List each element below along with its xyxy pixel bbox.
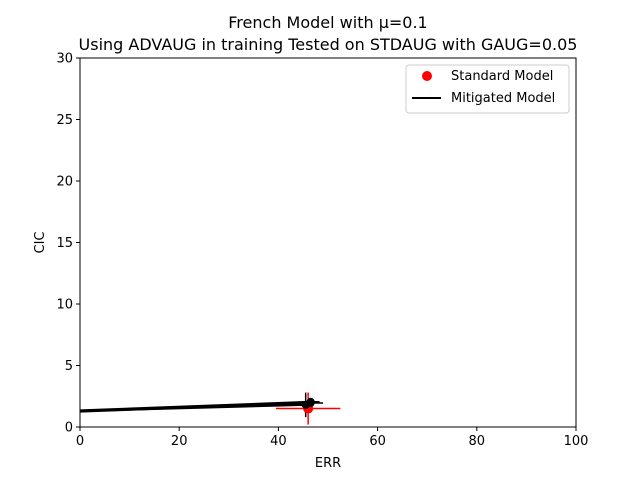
y-tick-label-0: 0 [65, 421, 73, 436]
x-tick-label-4: 80 [469, 434, 486, 449]
legend-marker-standard-model [422, 71, 432, 81]
y-axis: 0 5 10 15 20 25 30 [56, 52, 80, 436]
x-axis-label: ERR [315, 456, 341, 471]
x-tick-label-0: 0 [76, 434, 84, 449]
legend: Standard Model Mitigated Model [405, 64, 570, 114]
mitigated-model-point-2 [301, 400, 310, 409]
legend-frame [405, 64, 570, 114]
y-axis-label: CIC [33, 232, 48, 254]
x-tick-label-5: 100 [564, 434, 589, 449]
legend-label-standard-model: Standard Model [451, 69, 553, 84]
y-tick-label-4: 20 [56, 175, 73, 190]
chart-title: French Model with μ=0.1 [228, 13, 427, 32]
y-tick-label-2: 10 [56, 298, 73, 313]
chart-subtitle: Using ADVAUG in training Tested on STDAU… [79, 35, 578, 54]
mitigated-model-line-0 [79, 400, 311, 412]
y-tick-label-1: 5 [65, 359, 73, 374]
x-tick-label-1: 20 [171, 434, 188, 449]
y-tick-label-3: 15 [56, 236, 73, 251]
x-tick-label-3: 60 [369, 434, 386, 449]
x-axis: 0 20 40 60 80 100 [76, 427, 589, 449]
y-tick-label-6: 30 [56, 52, 73, 67]
legend-label-mitigated-model: Mitigated Model [451, 91, 555, 106]
x-tick-label-2: 40 [270, 434, 287, 449]
y-tick-label-5: 25 [56, 113, 73, 128]
mitigated-model-line-2 [79, 403, 306, 413]
plot-marks [79, 392, 341, 425]
